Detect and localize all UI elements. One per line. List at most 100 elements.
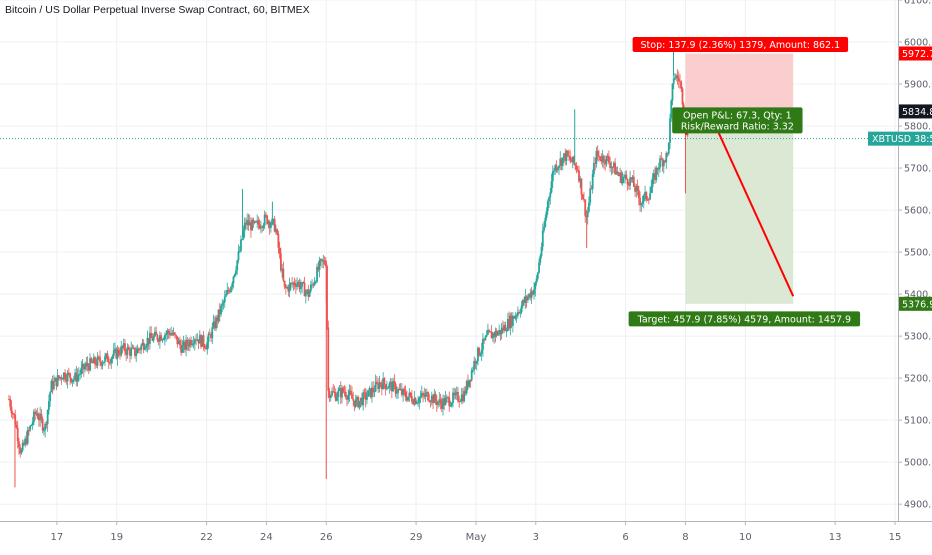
candle-body [256,220,259,223]
candle-body [276,229,279,234]
candle-body [437,402,439,405]
candle-body [378,382,381,389]
candle-body [13,413,15,415]
candle-body [188,339,191,347]
candle-body [655,167,658,181]
candle-body [603,155,605,163]
axis-price-badge [899,104,932,119]
candle-body [519,312,522,314]
symbol-badge [868,131,932,146]
candle-body [415,402,418,404]
candle-body [620,172,623,184]
candle-body [681,88,684,105]
candle-body [530,291,533,298]
candle-body [666,153,669,155]
candle-body [172,332,175,335]
candle-body [346,396,348,400]
candle-body [390,382,393,392]
candle-body [129,349,131,356]
candle-body [178,340,181,345]
candle-body [561,157,564,166]
candle-body [545,211,548,218]
candle-body [427,392,429,401]
candle-body [248,222,251,226]
candle-body [377,382,380,389]
candle-body [670,100,673,119]
y-tick-label: 5400.0 [904,290,932,301]
candle-body [216,317,219,322]
candle-body [231,283,234,288]
candle-body [388,383,391,388]
candle-body [459,401,462,403]
candle-body [168,333,171,336]
candle-body [130,348,133,356]
candle-body [372,387,375,392]
candle-body [501,327,504,331]
candle-body [284,286,287,288]
candle-body [302,282,305,284]
candle-body [563,153,565,158]
candle-body [44,423,47,431]
candle-body [438,399,441,403]
candle-body [412,401,414,405]
candle-body [296,283,298,287]
y-tick-label: 5000.0 [904,458,932,469]
candle-body [195,339,197,341]
candle-body [399,389,402,391]
candle-body [423,394,426,397]
candle-body [510,315,513,326]
candle-body [252,219,255,223]
y-tick-label: 6000.0 [904,38,932,49]
candle-body [126,347,129,355]
candle-body [110,358,113,364]
candle-body [308,291,311,297]
candle-body [185,339,187,350]
y-tick-label: 4900.0 [904,500,932,511]
candle-body [642,195,645,202]
candle-body [393,381,396,384]
candle-body [218,309,221,315]
candle-body [665,153,668,163]
candle-body [102,361,105,364]
candle-body [38,418,40,421]
grid [0,0,898,521]
candle-body [482,338,484,350]
candle-body [309,284,312,292]
candle-body [72,378,75,380]
x-tick-label: 13 [829,532,842,543]
position-labels: Stop: 137.9 (2.36%) 1379, Amount: 862.1 T… [628,36,861,327]
candle-body [680,81,683,89]
candle-body [610,166,613,168]
candle-body [115,348,118,359]
candle-body [591,173,594,190]
candle-body [559,158,562,166]
candle-body [419,396,422,398]
candle-body [33,411,35,422]
candle-body [403,389,406,392]
x-tick-label: 26 [320,532,333,543]
candle-body [205,348,207,350]
candle-body [548,197,550,202]
candle-body [478,347,481,356]
candle-body [152,336,155,341]
candle-body [434,393,437,401]
candle-body [122,343,125,348]
candle-body [20,450,23,454]
target-label-bg [628,311,861,327]
candle-body [533,289,535,295]
candle-body [546,201,549,212]
candle-body [573,156,575,164]
candle-body [529,293,532,298]
candle-body [454,392,457,396]
candle-body [107,361,110,363]
candle-body [247,220,250,226]
candle-body [81,363,84,368]
candle-body [104,356,106,362]
candle-body [621,177,624,184]
y-tick-label: 6100.0 [904,0,932,7]
candle-body [555,165,558,171]
candle-body [246,220,249,225]
candle-body [311,284,313,286]
